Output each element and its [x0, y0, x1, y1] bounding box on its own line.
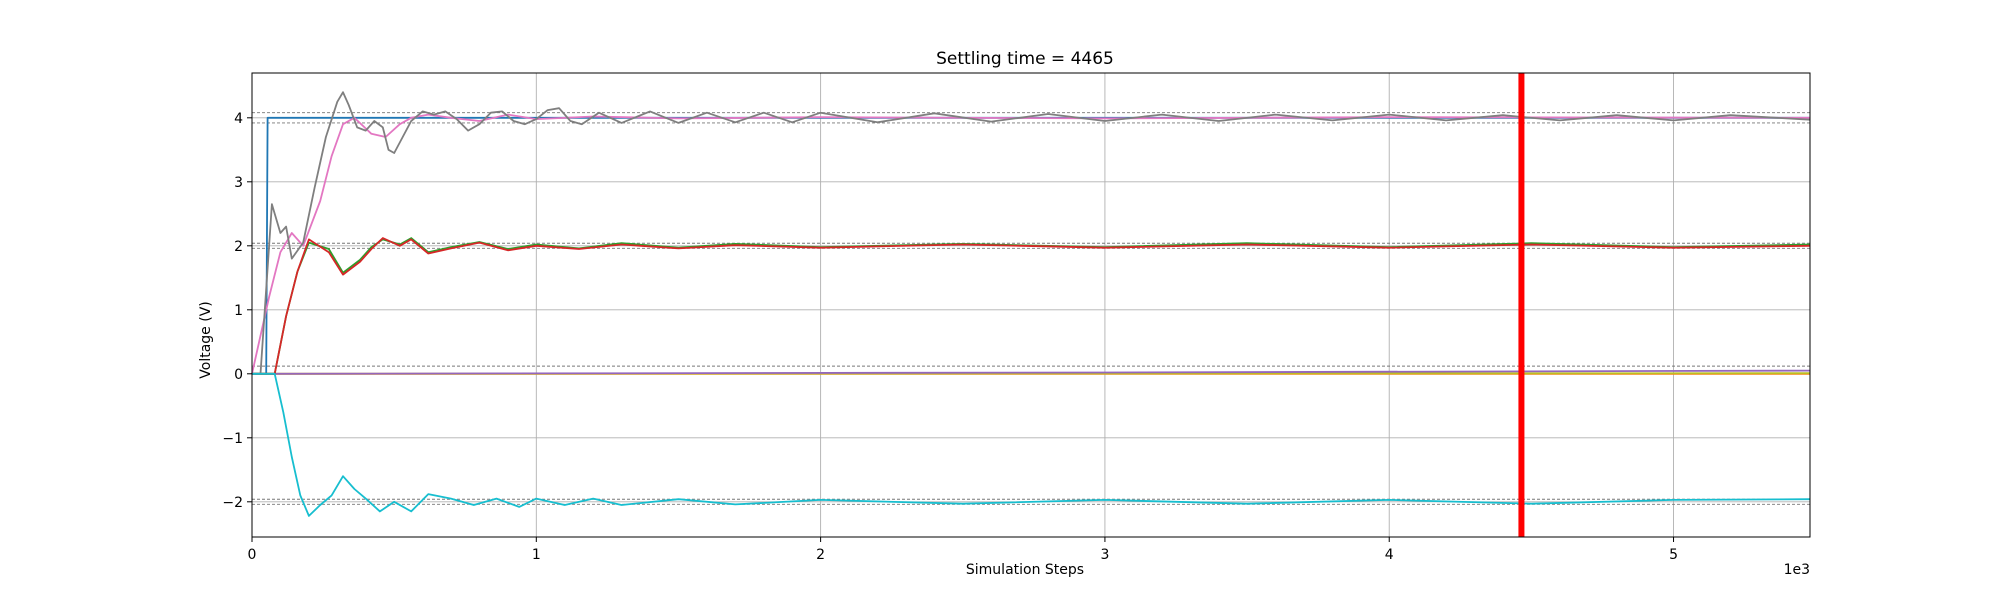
x-axis-label: Simulation Steps: [966, 562, 1084, 578]
y-tick-label: 0: [234, 367, 243, 383]
series-line: [252, 91, 1811, 375]
y-tick-label: −2: [222, 495, 243, 511]
series-line: [252, 372, 1811, 517]
y-tick-label: 1: [234, 303, 243, 319]
x-tick-label: 0: [248, 547, 257, 563]
x-tick-label: 4: [1385, 547, 1394, 563]
plot-frame: [251, 72, 1811, 538]
series-line: [252, 237, 1811, 375]
y-tick-label: 2: [234, 239, 243, 255]
grid: [251, 73, 1810, 537]
y-axis-label: Voltage (V): [198, 301, 214, 378]
series-line: [251, 113, 1811, 374]
tolerance-bands: [252, 112, 1810, 505]
y-tick-label: 3: [234, 175, 243, 191]
chart-title: Settling time = 4465: [936, 49, 1114, 69]
series-line: [251, 369, 1811, 375]
x-tick-label: 5: [1669, 547, 1678, 563]
series-line: [252, 237, 1811, 375]
x-tick-label: 1: [532, 547, 541, 563]
series-lines: [251, 91, 1811, 517]
x-tick-label: 3: [1100, 547, 1109, 563]
axis-ticks: 0 1 2 3 4 5 −2 −1 0 1 2 3 4: [222, 111, 1678, 563]
y-tick-label: 4: [234, 111, 243, 127]
y-tick-label: −1: [222, 431, 243, 447]
x-tick-label: 2: [816, 547, 825, 563]
x-offset-label: 1e3: [1784, 562, 1810, 578]
